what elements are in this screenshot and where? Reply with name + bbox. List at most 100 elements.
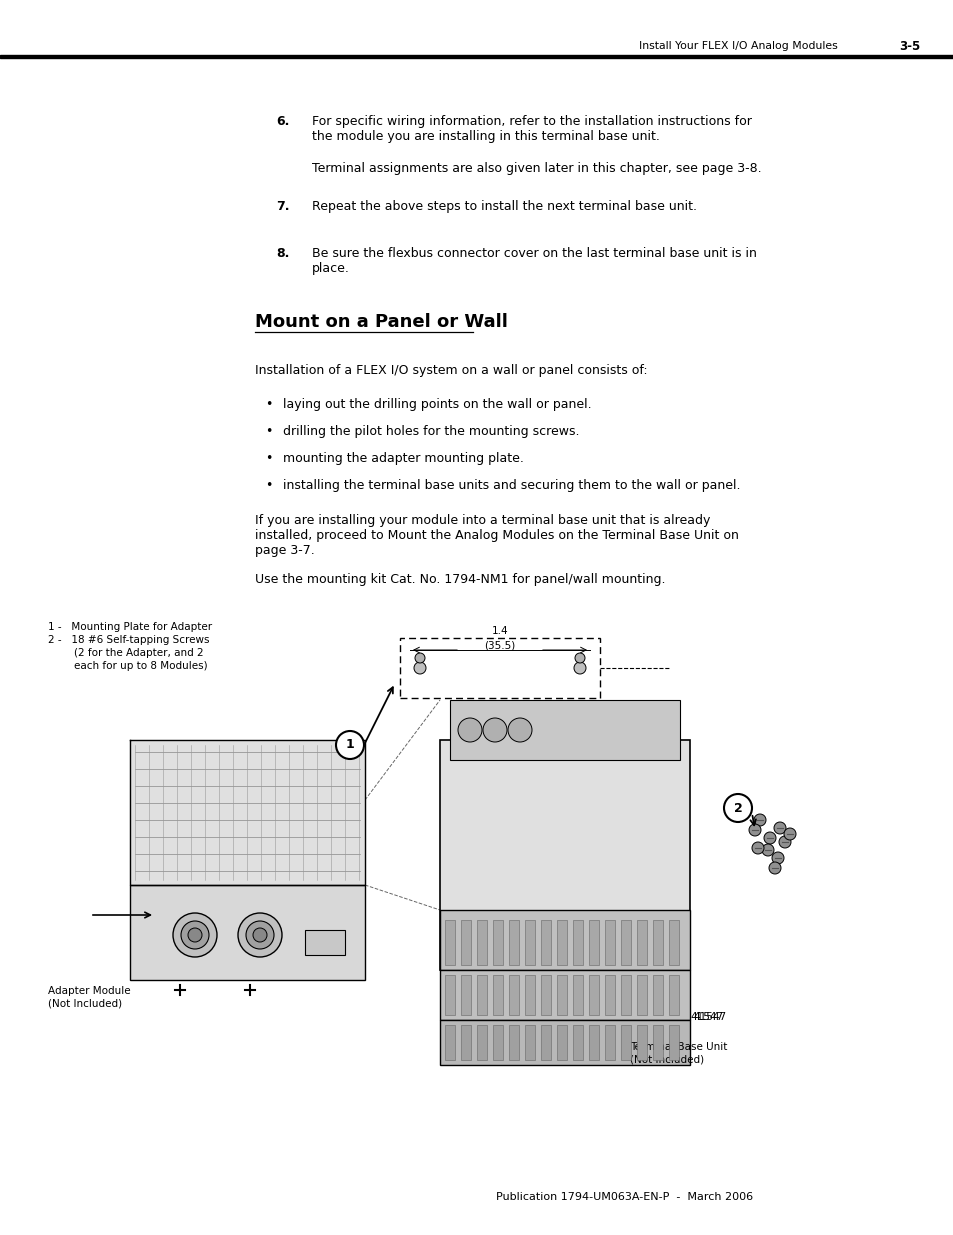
Bar (540, 1025, 551, 1060)
Bar (444, 920, 455, 965)
Bar (0, 56, 953, 58)
Circle shape (246, 921, 274, 948)
Circle shape (768, 862, 781, 874)
Circle shape (575, 653, 584, 663)
Circle shape (773, 823, 785, 834)
Text: Install Your FLEX I/O Analog Modules: Install Your FLEX I/O Analog Modules (639, 41, 837, 51)
Bar (439, 969, 689, 1020)
Circle shape (783, 827, 795, 840)
Bar (305, 930, 345, 955)
Circle shape (482, 718, 506, 742)
Circle shape (751, 842, 763, 853)
Circle shape (253, 927, 267, 942)
Bar (620, 920, 630, 965)
Bar (588, 974, 598, 1015)
Bar (557, 920, 566, 965)
Bar (460, 974, 471, 1015)
Text: 1: 1 (345, 739, 354, 752)
Text: laying out the drilling points on the wall or panel.: laying out the drilling points on the wa… (283, 398, 591, 411)
Bar (444, 1025, 455, 1060)
Text: Repeat the above steps to install the next terminal base unit.: Repeat the above steps to install the ne… (312, 200, 697, 212)
Bar (668, 920, 679, 965)
Text: place.: place. (312, 262, 350, 275)
Bar (524, 974, 535, 1015)
Text: Terminal Base Unit: Terminal Base Unit (629, 1042, 726, 1052)
Text: (Not Included): (Not Included) (629, 1055, 703, 1065)
Bar (460, 1025, 471, 1060)
Text: 6.: 6. (276, 115, 290, 128)
Text: drilling the pilot holes for the mounting screws.: drilling the pilot holes for the mountin… (283, 425, 578, 438)
Text: •: • (265, 479, 273, 492)
Bar (557, 1025, 566, 1060)
Bar (652, 920, 662, 965)
Text: each for up to 8 Modules): each for up to 8 Modules) (48, 661, 208, 671)
Circle shape (723, 794, 751, 823)
Bar (450, 700, 679, 760)
Text: 2 -   18 #6 Self-tapping Screws: 2 - 18 #6 Self-tapping Screws (48, 635, 210, 645)
Bar (476, 1025, 486, 1060)
Text: Use the mounting kit Cat. No. 1794-NM1 for panel/wall mounting.: Use the mounting kit Cat. No. 1794-NM1 f… (254, 573, 665, 585)
Bar (476, 974, 486, 1015)
Text: Be sure the flexbus connector cover on the last terminal base unit is in: Be sure the flexbus connector cover on t… (312, 247, 756, 261)
Circle shape (779, 836, 790, 848)
Text: For specific wiring information, refer to the installation instructions for: For specific wiring information, refer t… (312, 115, 751, 128)
Bar (540, 974, 551, 1015)
Text: 1 -   Mounting Plate for Adapter: 1 - Mounting Plate for Adapter (48, 622, 212, 632)
Text: •: • (265, 425, 273, 438)
Text: Adapter Module: Adapter Module (48, 986, 131, 995)
Bar (604, 1025, 615, 1060)
Text: Terminal assignments are also given later in this chapter, see page 3-8.: Terminal assignments are also given late… (312, 162, 760, 175)
Circle shape (335, 731, 364, 760)
Text: 3-5: 3-5 (898, 40, 919, 53)
Text: 8.: 8. (276, 247, 290, 261)
Text: (2 for the Adapter, and 2: (2 for the Adapter, and 2 (48, 648, 203, 658)
Bar (524, 1025, 535, 1060)
Bar (444, 974, 455, 1015)
Text: If you are installing your module into a terminal base unit that is already: If you are installing your module into a… (254, 514, 710, 527)
Bar (509, 920, 518, 965)
Bar (604, 974, 615, 1015)
Bar (130, 885, 365, 981)
Text: •: • (265, 452, 273, 466)
Polygon shape (130, 740, 365, 885)
Bar (476, 920, 486, 965)
Text: Publication 1794-UM063A-EN-P  -  March 2006: Publication 1794-UM063A-EN-P - March 200… (496, 1192, 753, 1202)
Bar (637, 1025, 646, 1060)
Bar (509, 1025, 518, 1060)
Text: 41547: 41547 (689, 1011, 722, 1023)
Bar (439, 740, 689, 969)
Bar (652, 1025, 662, 1060)
Text: 2: 2 (733, 802, 741, 815)
Bar (573, 920, 582, 965)
Text: 1.4: 1.4 (491, 626, 508, 636)
Circle shape (574, 662, 585, 674)
Circle shape (414, 662, 426, 674)
Circle shape (457, 718, 481, 742)
Bar (439, 1020, 689, 1065)
Text: •: • (265, 398, 273, 411)
Circle shape (748, 824, 760, 836)
Bar (588, 920, 598, 965)
Text: mounting the adapter mounting plate.: mounting the adapter mounting plate. (283, 452, 523, 466)
Text: page 3-7.: page 3-7. (254, 543, 314, 557)
Circle shape (507, 718, 532, 742)
Bar (620, 974, 630, 1015)
Bar (604, 920, 615, 965)
Circle shape (181, 921, 209, 948)
Text: (Not Included): (Not Included) (48, 999, 122, 1009)
Bar (493, 974, 502, 1015)
Circle shape (172, 913, 216, 957)
Text: 7.: 7. (276, 200, 290, 212)
Bar (557, 974, 566, 1015)
Circle shape (771, 852, 783, 864)
Bar (652, 974, 662, 1015)
Bar (460, 920, 471, 965)
Text: installed, proceed to Mount the Analog Modules on the Terminal Base Unit on: installed, proceed to Mount the Analog M… (254, 529, 739, 542)
Circle shape (237, 913, 282, 957)
Bar (637, 974, 646, 1015)
Circle shape (415, 653, 424, 663)
Text: Installation of a FLEX I/O system on a wall or panel consists of:: Installation of a FLEX I/O system on a w… (254, 364, 647, 377)
Bar (620, 1025, 630, 1060)
Bar (573, 1025, 582, 1060)
Circle shape (761, 844, 773, 856)
